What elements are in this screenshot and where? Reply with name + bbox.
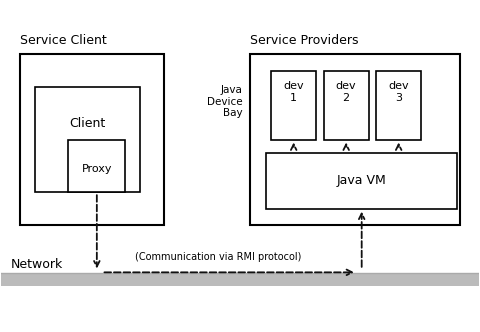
Text: Proxy: Proxy — [82, 164, 112, 174]
Text: Java VM: Java VM — [337, 174, 386, 187]
FancyBboxPatch shape — [324, 70, 369, 140]
Text: Network: Network — [11, 258, 63, 271]
Text: Service Client: Service Client — [21, 35, 107, 47]
Text: Client: Client — [69, 117, 106, 130]
FancyBboxPatch shape — [1, 274, 479, 286]
FancyBboxPatch shape — [21, 54, 164, 225]
FancyBboxPatch shape — [68, 140, 125, 192]
Text: (Communication via RMI protocol): (Communication via RMI protocol) — [135, 252, 301, 262]
Text: dev
2: dev 2 — [336, 81, 357, 103]
Text: dev
1: dev 1 — [283, 81, 304, 103]
Text: dev
3: dev 3 — [388, 81, 409, 103]
Text: Java
Device
Bay: Java Device Bay — [207, 85, 242, 119]
FancyBboxPatch shape — [266, 153, 457, 209]
Text: Service Providers: Service Providers — [250, 35, 358, 47]
FancyBboxPatch shape — [250, 54, 459, 225]
FancyBboxPatch shape — [376, 70, 421, 140]
FancyBboxPatch shape — [271, 70, 316, 140]
FancyBboxPatch shape — [35, 87, 140, 192]
